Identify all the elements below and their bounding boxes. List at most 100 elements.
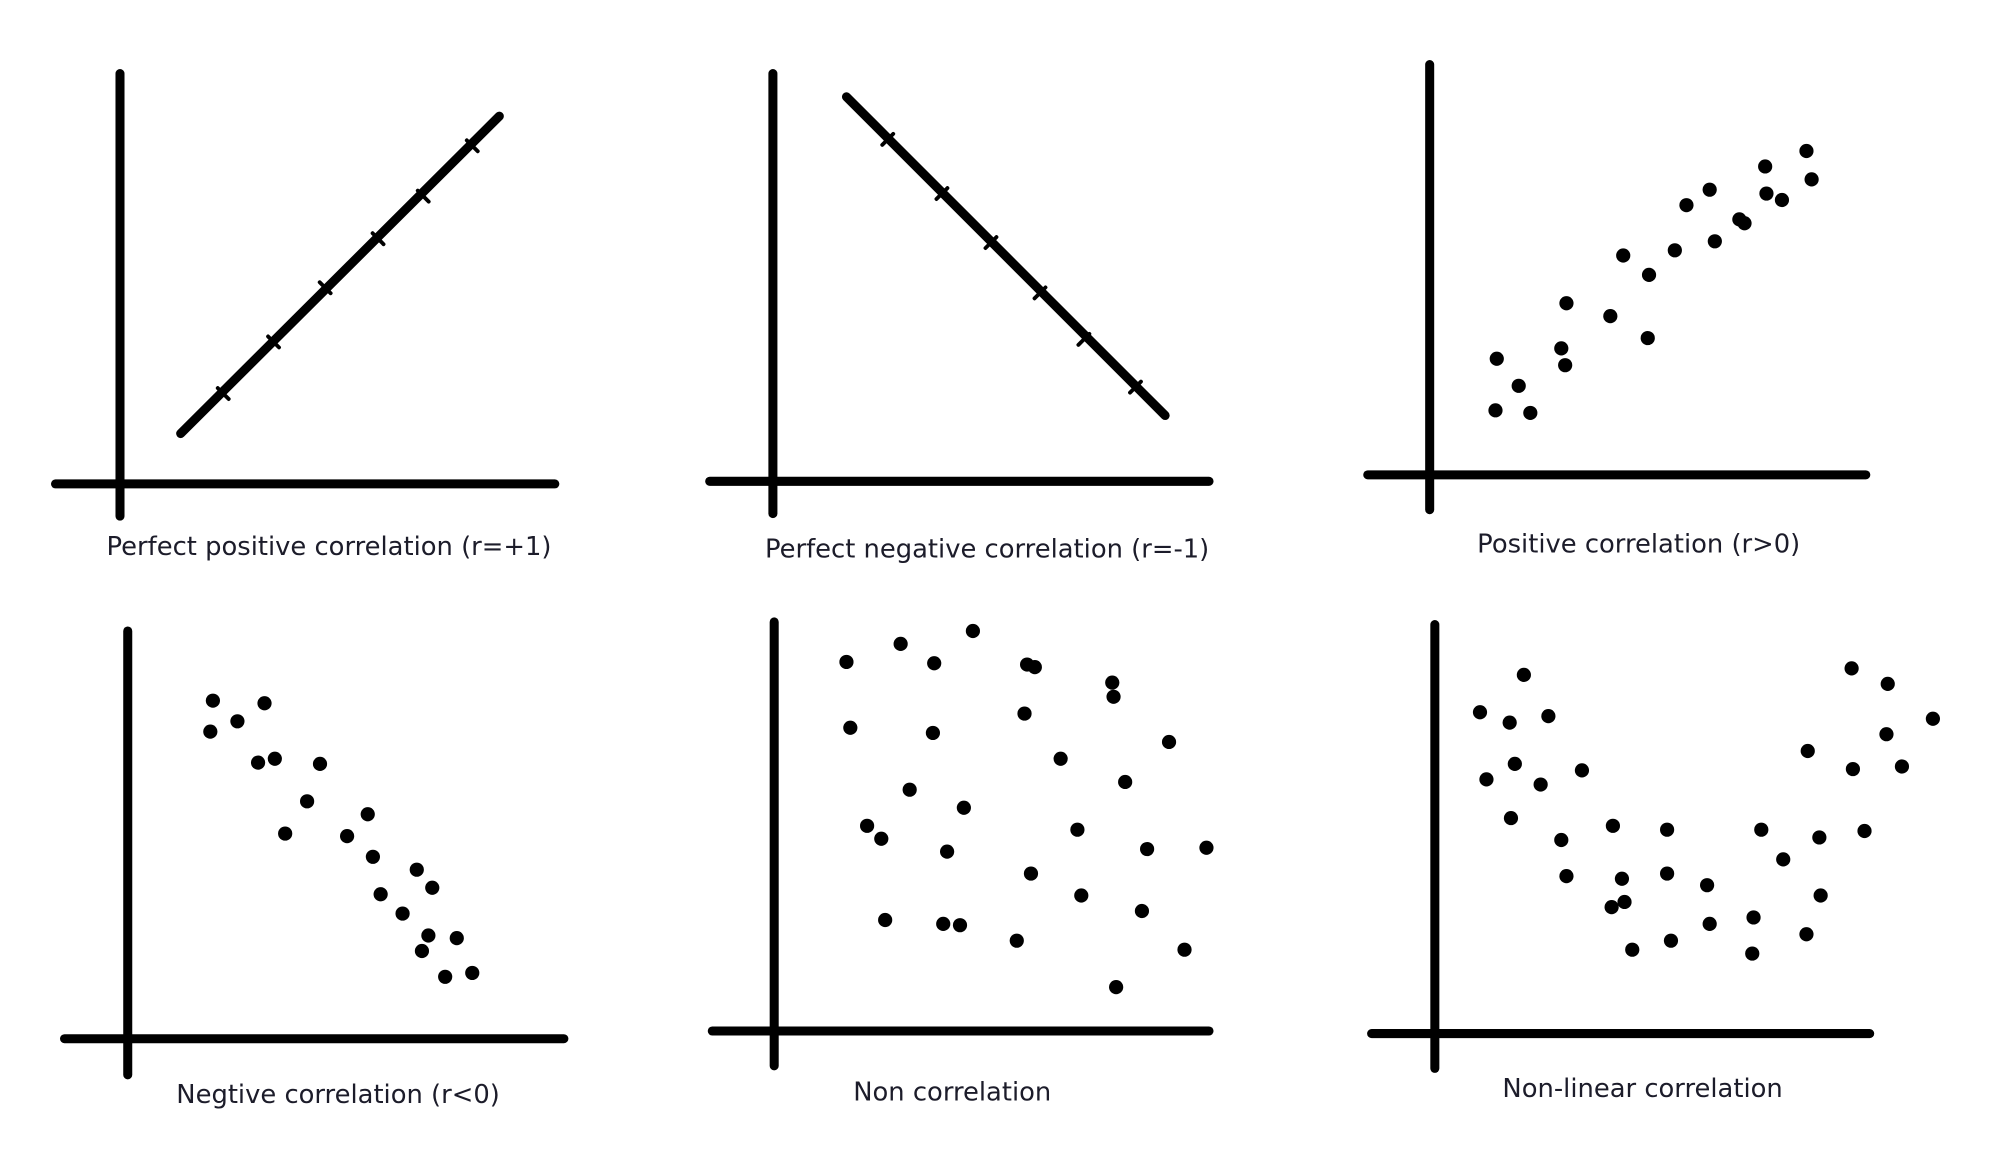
line-tick-mark bbox=[880, 131, 896, 147]
data-point bbox=[843, 720, 858, 735]
data-point bbox=[1105, 675, 1120, 690]
data-point bbox=[1023, 866, 1039, 881]
panel-positive: Positive correlation (r>0) bbox=[1363, 60, 1871, 559]
data-point bbox=[1640, 330, 1655, 346]
data-point bbox=[893, 636, 908, 651]
data-point bbox=[1799, 143, 1814, 159]
data-point bbox=[1804, 172, 1819, 187]
data-point bbox=[1667, 243, 1682, 258]
data-point bbox=[1507, 756, 1522, 771]
data-point bbox=[267, 751, 282, 766]
data-point bbox=[1660, 866, 1675, 881]
panel-caption: Non correlation bbox=[853, 1078, 1051, 1108]
line-ticks bbox=[880, 131, 1143, 395]
data-point bbox=[1745, 946, 1760, 961]
scatter-points bbox=[1488, 143, 1819, 421]
panel-caption: Positive correlation (r>0) bbox=[1477, 529, 1800, 559]
data-point bbox=[365, 849, 380, 864]
data-point bbox=[1660, 822, 1675, 837]
data-point bbox=[1140, 841, 1155, 857]
data-point bbox=[1845, 761, 1860, 777]
data-point bbox=[425, 880, 440, 895]
data-point bbox=[1702, 182, 1717, 197]
data-point bbox=[421, 928, 436, 943]
line-tick-mark bbox=[317, 280, 333, 296]
line-tick-mark bbox=[266, 334, 281, 350]
data-point bbox=[203, 724, 218, 739]
panel-caption: Perfect negative correlation (r=-1) bbox=[765, 534, 1209, 564]
data-point bbox=[1625, 942, 1640, 957]
data-point bbox=[1604, 900, 1619, 915]
data-point bbox=[1737, 216, 1752, 231]
data-point bbox=[1603, 309, 1618, 324]
data-point bbox=[874, 831, 889, 846]
data-point bbox=[952, 918, 968, 933]
data-point bbox=[230, 714, 245, 729]
scatter-points bbox=[203, 693, 480, 984]
data-point bbox=[1857, 823, 1872, 839]
data-point bbox=[449, 930, 464, 946]
data-point bbox=[1700, 878, 1715, 893]
data-point bbox=[1616, 248, 1631, 263]
data-point bbox=[1502, 715, 1517, 730]
data-point bbox=[1118, 774, 1133, 790]
data-point bbox=[340, 829, 355, 844]
data-point bbox=[1533, 777, 1548, 792]
data-point bbox=[927, 656, 942, 671]
data-point bbox=[1479, 772, 1494, 787]
data-point bbox=[409, 862, 424, 877]
data-point bbox=[1776, 852, 1791, 867]
data-point bbox=[1574, 763, 1590, 778]
data-point bbox=[1880, 676, 1895, 691]
trend-line bbox=[176, 111, 504, 439]
data-point bbox=[1558, 358, 1573, 373]
line-tick-mark bbox=[1076, 331, 1092, 347]
panel-caption: Perfect positive correlation (r=+1) bbox=[107, 532, 552, 562]
data-point bbox=[395, 906, 410, 921]
data-point bbox=[1605, 818, 1620, 833]
data-point bbox=[940, 844, 955, 859]
data-point bbox=[1134, 903, 1150, 919]
data-point bbox=[1800, 743, 1815, 759]
data-point bbox=[1017, 706, 1032, 721]
data-point bbox=[1554, 832, 1569, 848]
data-point bbox=[1641, 267, 1657, 282]
data-point bbox=[1559, 869, 1574, 884]
data-point bbox=[205, 693, 220, 708]
data-point bbox=[1027, 660, 1042, 675]
data-point bbox=[312, 756, 328, 771]
data-point bbox=[1812, 830, 1827, 845]
scatter-points bbox=[839, 623, 1214, 995]
data-point bbox=[1614, 871, 1630, 886]
line-tick-mark bbox=[415, 188, 431, 204]
data-point bbox=[1074, 888, 1089, 903]
data-point bbox=[438, 969, 453, 984]
data-point bbox=[1559, 296, 1574, 311]
panel-caption: Non-linear correlation bbox=[1502, 1074, 1782, 1104]
panel-non-correlation: Non correlation bbox=[707, 617, 1214, 1108]
panel-non-linear: Non-linear correlation bbox=[1367, 620, 1940, 1104]
data-point bbox=[1758, 159, 1773, 174]
data-point bbox=[925, 725, 940, 741]
data-point bbox=[1617, 894, 1632, 910]
data-point bbox=[1707, 234, 1722, 249]
panel-perfect-negative: Perfect negative correlation (r=-1) bbox=[705, 69, 1214, 564]
line-tick-mark bbox=[934, 186, 950, 201]
data-point bbox=[1813, 888, 1828, 903]
data-point bbox=[1894, 759, 1910, 774]
trend-line bbox=[841, 92, 1170, 421]
data-point bbox=[1177, 942, 1192, 957]
data-point bbox=[1554, 341, 1569, 356]
line-tick-mark bbox=[983, 235, 999, 250]
line-tick-mark bbox=[215, 386, 231, 401]
data-point bbox=[373, 887, 388, 902]
data-point bbox=[1663, 933, 1679, 948]
line-tick-mark bbox=[370, 231, 386, 247]
data-point bbox=[839, 654, 854, 670]
data-point bbox=[878, 912, 893, 928]
data-point bbox=[300, 794, 315, 809]
scatter-points bbox=[1472, 661, 1940, 961]
data-point bbox=[860, 818, 875, 833]
data-point bbox=[360, 807, 375, 822]
data-point bbox=[1070, 822, 1085, 837]
